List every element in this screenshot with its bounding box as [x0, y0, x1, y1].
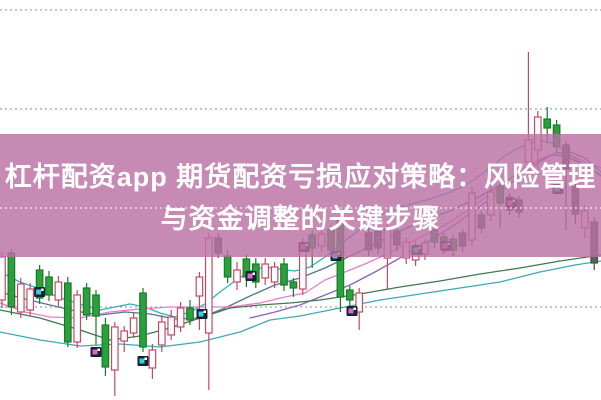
candle-up [280, 263, 288, 286]
candle-down [233, 269, 241, 283]
candle-down [73, 294, 82, 343]
candle-down [120, 330, 129, 342]
signal-marker-dot [252, 272, 255, 275]
candle-up [223, 255, 232, 278]
signal-marker-glyph [36, 289, 42, 295]
headline-line-2: 与资金调整的关键步骤 [160, 203, 441, 234]
signal-marker-dot [203, 310, 206, 313]
candle-down [54, 281, 63, 301]
candle-up [35, 269, 44, 299]
candle-down [167, 316, 176, 336]
candle-up [82, 287, 91, 316]
candle-up [45, 276, 53, 296]
candle-down [261, 263, 270, 279]
candle-up [63, 282, 72, 343]
headline-banner: 杠杆配资app 期货配资亏损应对策略：风险管理 与资金调整的关键步骤 [0, 134, 601, 257]
candle-down [148, 349, 157, 369]
candle-down [0, 256, 6, 301]
signal-marker-dot [97, 348, 100, 351]
signal-marker-dot [144, 357, 147, 360]
signal-marker-glyph [139, 358, 145, 364]
candle-up [289, 281, 298, 289]
candle-down [26, 288, 35, 311]
signal-marker-dot [353, 307, 356, 310]
signal-marker-glyph [247, 273, 253, 279]
signal-marker-glyph [92, 349, 98, 355]
candle-down [195, 276, 204, 297]
candle-up [101, 324, 110, 368]
candle-up [139, 292, 147, 348]
candle-down [110, 326, 119, 371]
candle-down [129, 317, 138, 334]
candle-down [355, 292, 364, 313]
candle-up [7, 252, 16, 308]
candle-up [92, 294, 100, 317]
candle-down [16, 283, 25, 313]
signal-marker-dot [41, 288, 44, 291]
signal-marker-glyph [198, 311, 204, 317]
candle-up [543, 118, 552, 129]
candle-down [157, 321, 166, 346]
candle-down [270, 266, 279, 283]
candle-up [345, 289, 354, 301]
headline-line-1: 杠杆配资app 期货配资亏损应对策略：风险管理 [4, 161, 597, 192]
candle-down [176, 307, 185, 328]
signal-marker-glyph [348, 308, 354, 314]
candle-up [186, 307, 194, 321]
